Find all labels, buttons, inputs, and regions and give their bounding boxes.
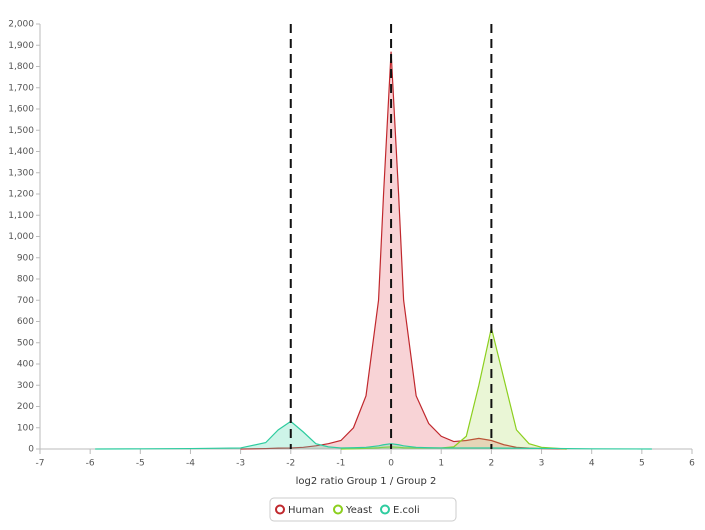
legend-label[interactable]: E.coli [393,505,420,516]
x-tick-label: -5 [136,459,145,469]
legend-label[interactable]: Human [288,505,324,516]
y-tick-label: 100 [17,423,34,433]
legend-label[interactable]: Yeast [345,505,372,516]
x-tick-label: -2 [286,459,295,469]
y-tick-label: 1,600 [8,105,34,115]
x-tick-label: 3 [539,459,545,469]
y-tick-label: 700 [17,296,34,306]
y-tick-label: 800 [17,275,34,285]
y-tick-label: 1,000 [8,232,34,242]
x-tick-label: -7 [36,459,45,469]
area-fill [240,51,567,449]
y-tick-label: 0 [28,445,34,455]
x-tick-label: 4 [589,459,595,469]
y-tick-label: 300 [17,381,34,391]
y-tick-label: 600 [17,317,34,327]
area-line [240,51,567,450]
y-tick-label: 1,400 [8,147,34,157]
y-tick-label: 1,100 [8,211,34,221]
legend-marker[interactable] [275,504,285,515]
x-tick-label: -6 [86,459,95,469]
x-axis-label: log2 ratio Group 1 / Group 2 [296,476,437,487]
legend-marker[interactable] [380,504,390,515]
x-tick-label: 2 [489,459,495,469]
x-tick-label: 6 [689,459,695,469]
x-tick-label: 0 [388,459,394,469]
y-tick-label: 1,900 [8,41,34,51]
legend-box [269,497,457,522]
y-tick-label: 1,200 [8,190,34,200]
y-tick-label: 1,500 [8,126,34,136]
y-tick-label: 2,000 [8,20,34,30]
y-tick-label: 1,300 [8,168,34,178]
y-tick-label: 400 [17,360,34,370]
y-tick-label: 900 [17,253,34,263]
area-line [95,420,652,450]
y-tick-label: 500 [17,338,34,348]
legend-marker[interactable] [333,504,343,515]
y-tick-label: 1,700 [8,83,34,93]
y-tick-label: 200 [17,402,34,412]
x-tick-label: 5 [639,459,645,469]
x-tick-label: 1 [438,459,444,469]
x-tick-label: -1 [336,459,345,469]
x-tick-label: -3 [236,459,245,469]
y-tick-label: 1,800 [8,62,34,72]
x-tick-label: -4 [186,459,195,469]
area-fill [340,327,567,449]
